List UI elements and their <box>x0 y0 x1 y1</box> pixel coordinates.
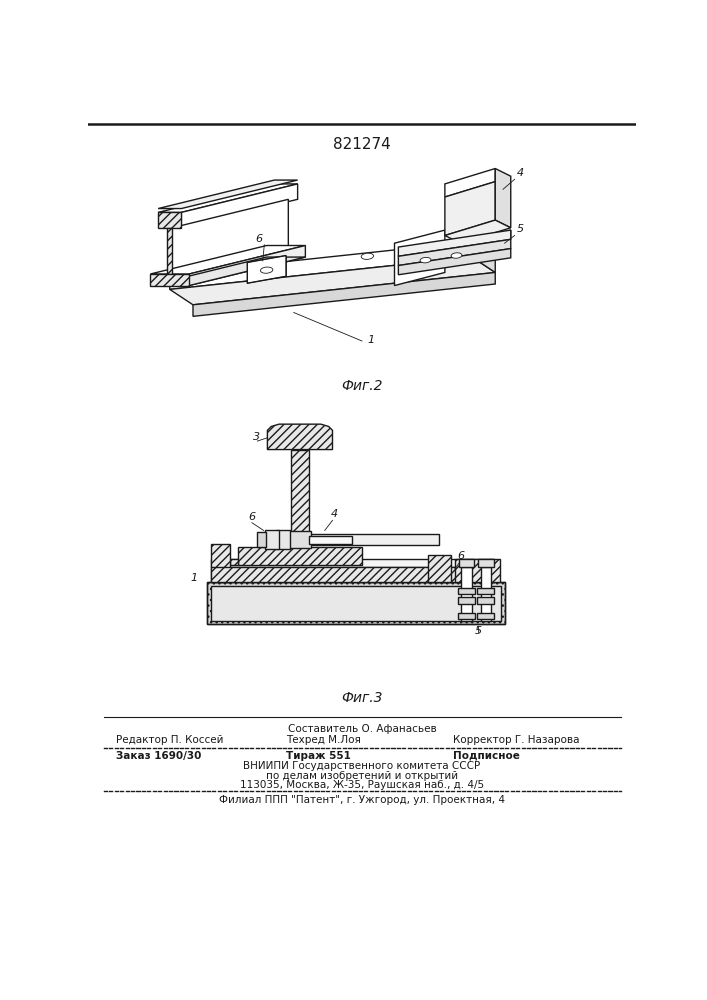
Polygon shape <box>265 530 279 549</box>
Polygon shape <box>458 588 475 594</box>
Polygon shape <box>477 588 494 594</box>
Polygon shape <box>238 547 362 565</box>
Polygon shape <box>211 567 493 582</box>
Polygon shape <box>151 246 305 274</box>
Text: 6: 6 <box>248 512 255 522</box>
Polygon shape <box>247 256 286 283</box>
Polygon shape <box>158 212 182 228</box>
Polygon shape <box>275 532 284 547</box>
Polygon shape <box>182 184 298 228</box>
Polygon shape <box>211 544 230 582</box>
Polygon shape <box>445 243 460 251</box>
Polygon shape <box>477 597 494 604</box>
Ellipse shape <box>451 253 462 258</box>
Text: 6: 6 <box>457 551 464 561</box>
Text: Техред М.Лоя: Техред М.Лоя <box>286 735 361 745</box>
Text: Заказ 1690/30: Заказ 1690/30 <box>115 751 201 761</box>
Text: Редактор П. Коссей: Редактор П. Коссей <box>115 735 223 745</box>
Polygon shape <box>459 559 474 567</box>
Text: Подписное: Подписное <box>452 751 520 761</box>
Polygon shape <box>481 567 491 620</box>
Text: 3: 3 <box>253 432 261 442</box>
Polygon shape <box>460 230 510 251</box>
Text: Филиал ППП "Патент", г. Ужгород, ул. Проектная, 4: Филиал ППП "Патент", г. Ужгород, ул. Про… <box>219 795 505 805</box>
Polygon shape <box>495 169 510 228</box>
Text: по делам изобретений и открытий: по делам изобретений и открытий <box>266 771 458 781</box>
Polygon shape <box>395 230 445 286</box>
Polygon shape <box>309 534 440 545</box>
Polygon shape <box>193 272 495 316</box>
Text: Фиг.2: Фиг.2 <box>341 379 382 393</box>
Polygon shape <box>398 239 510 266</box>
Polygon shape <box>158 180 298 209</box>
Text: 1: 1 <box>190 573 197 583</box>
Polygon shape <box>158 184 298 212</box>
Polygon shape <box>458 613 475 619</box>
Polygon shape <box>170 257 495 305</box>
Text: Тираж 551: Тираж 551 <box>286 751 351 761</box>
Polygon shape <box>428 555 451 582</box>
Text: 4: 4 <box>331 509 338 519</box>
Polygon shape <box>477 613 494 619</box>
Text: 113035, Москва, Ж-35, Раушская наб., д. 4/5: 113035, Москва, Ж-35, Раушская наб., д. … <box>240 780 484 790</box>
Text: Фиг.3: Фиг.3 <box>341 690 382 704</box>
Text: Составитель О. Афанасьев: Составитель О. Афанасьев <box>288 724 436 734</box>
Polygon shape <box>189 246 305 286</box>
Polygon shape <box>207 582 506 624</box>
Text: ВНИИПИ Государственного комитета СССР: ВНИИПИ Государственного комитета СССР <box>243 761 481 771</box>
Polygon shape <box>461 567 472 620</box>
Polygon shape <box>291 450 309 547</box>
Polygon shape <box>211 559 493 567</box>
Polygon shape <box>445 182 495 235</box>
Ellipse shape <box>260 267 273 273</box>
Polygon shape <box>276 530 290 549</box>
Text: 6: 6 <box>255 234 262 244</box>
Polygon shape <box>309 536 352 544</box>
Text: 1: 1 <box>368 335 375 345</box>
Polygon shape <box>151 257 305 286</box>
Text: Корректор Г. Назарова: Корректор Г. Назарова <box>452 735 579 745</box>
Polygon shape <box>445 220 510 243</box>
Polygon shape <box>472 242 495 272</box>
Text: 5: 5 <box>517 224 524 234</box>
Ellipse shape <box>361 253 373 259</box>
Polygon shape <box>168 228 172 274</box>
Polygon shape <box>455 559 500 582</box>
Polygon shape <box>276 531 311 548</box>
Polygon shape <box>267 424 332 450</box>
Text: 5: 5 <box>474 626 481 636</box>
Polygon shape <box>478 559 493 567</box>
Polygon shape <box>172 199 288 274</box>
Text: 821274: 821274 <box>333 137 391 152</box>
Polygon shape <box>257 532 266 547</box>
Polygon shape <box>170 242 472 289</box>
Ellipse shape <box>420 257 431 263</box>
Polygon shape <box>230 559 238 565</box>
Polygon shape <box>445 169 495 197</box>
Polygon shape <box>398 230 510 256</box>
Polygon shape <box>151 274 189 286</box>
Polygon shape <box>211 586 501 620</box>
Polygon shape <box>458 597 475 604</box>
Polygon shape <box>398 249 510 275</box>
Polygon shape <box>266 532 275 547</box>
Text: 4: 4 <box>517 168 524 178</box>
